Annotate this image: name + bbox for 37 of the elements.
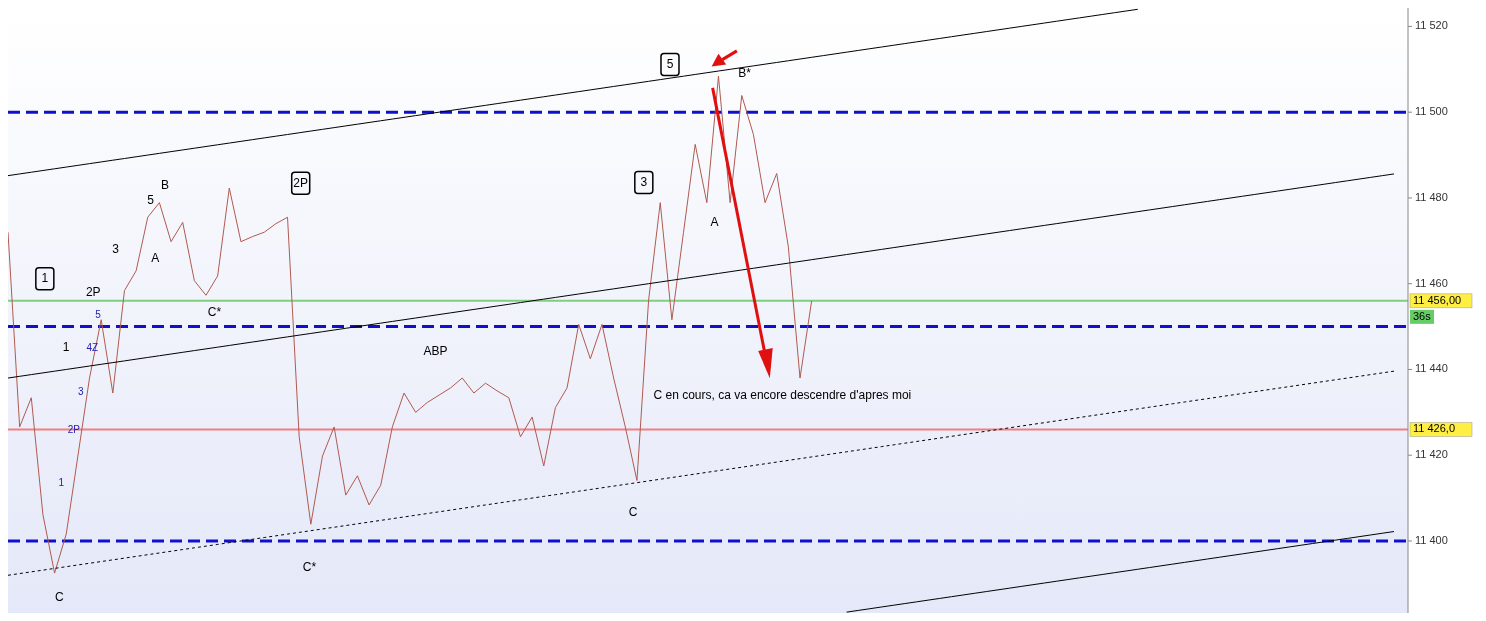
y-tick-label: 11 520 [1415,19,1448,32]
ref-line-label: 11 426,0 [1413,422,1456,435]
annotation: 5 [666,56,674,71]
line-series [8,370,1395,576]
annotation: 1 [58,477,65,489]
annotation: C en cours, ca va encore descendre d'apres moi [653,387,912,402]
annotation: 2P [85,284,101,299]
annotation: B* [738,66,752,81]
y-tick-label: 11 500 [1415,105,1448,118]
annotation: 2P [293,175,309,190]
y-tick-label: 11 400 [1415,533,1448,546]
annotation: A [151,250,160,265]
annotation: C [55,589,65,604]
annotation: ABP [423,344,448,359]
annotation: 3 [112,241,120,256]
annotation: C* [207,305,222,320]
annotation: 4Z [86,341,99,353]
ref-line-label: 11 456,00 [1413,293,1462,306]
line-series [8,8,1139,177]
y-tick-label: 11 460 [1415,276,1448,289]
annotation: 5 [147,193,155,208]
y-tick-label: 11 440 [1415,362,1448,375]
annotation: C* [302,560,317,575]
annotation: B [161,178,170,193]
line-series [8,173,1395,379]
annotation: A [710,215,719,230]
annotation: 3 [640,174,648,189]
y-tick-label: 11 420 [1415,448,1448,461]
annotation: 5 [95,309,102,321]
annotation: C [628,504,638,519]
annotation: 2P [67,424,81,436]
annotation: 1 [62,340,70,355]
line-series [846,531,1395,613]
text: 36s [1413,309,1432,322]
y-tick-label: 11 480 [1415,190,1448,203]
annotation: 1 [41,271,49,286]
annotation: 3 [77,386,84,398]
